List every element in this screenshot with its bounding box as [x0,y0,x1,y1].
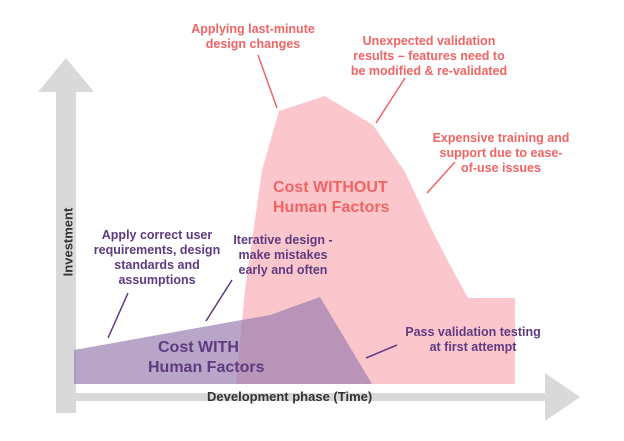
annotation-validation-results-line-2: results – features need to [353,49,505,63]
cost-with-label-line-1: Cost WITH [158,339,239,356]
annotation-validation-results: Unexpected validation results – features… [335,34,523,79]
leader-line-iterative-design [205,279,233,322]
y-axis-arrow [38,58,94,413]
cost-with-area [74,297,372,384]
annotation-design-changes-line-1: Applying last-minute [191,22,315,36]
annotation-design-changes: Applying last-minute design changes [188,22,318,52]
cost-without-label-line-2: Human Factors [273,199,390,216]
annotation-iterative-design-line-3: early and often [238,263,328,277]
cost-without-label: Cost WITHOUT Human Factors [273,178,389,218]
leader-line-design-changes [257,54,278,109]
leader-line-training [426,161,456,194]
cost-with-label-line-2: Human Factors [148,359,265,376]
annotation-validation-results-line-3: be modified & re-validated [350,64,508,78]
annotation-pass-validation: Pass validation testing at first attempt [387,325,559,355]
leader-line-user-requirements [107,292,129,339]
x-axis-label: Development phase (Time) [207,389,373,404]
annotation-user-requirements-line-4: assumptions [118,273,196,287]
annotation-user-requirements-line-3: standards and [114,258,200,272]
cost-with-label: Cost WITH Human Factors [148,338,264,378]
annotation-training-line-3: of-use issues [461,161,541,175]
annotation-pass-validation-line-2: at first attempt [429,340,517,354]
annotation-validation-results-line-1: Unexpected validation [362,34,496,48]
annotation-user-requirements: Apply correct user requirements, design … [82,228,232,288]
y-axis-label: Investment [60,207,76,277]
annotation-user-requirements-line-2: requirements, design [93,243,221,257]
cost-without-label-line-1: Cost WITHOUT [273,179,388,196]
annotation-training: Expensive training and support due to ea… [421,131,581,176]
annotation-iterative-design: Iterative design - make mistakes early a… [218,233,348,278]
leader-line-validation-results [375,77,406,124]
annotation-iterative-design-line-2: make mistakes [238,248,328,262]
annotation-design-changes-line-2: design changes [205,37,301,51]
annotation-user-requirements-line-1: Apply correct user [101,228,213,242]
annotation-training-line-1: Expensive training and [432,131,570,145]
annotation-iterative-design-line-1: Iterative design - [233,233,333,247]
annotation-training-line-2: support due to ease- [439,146,563,160]
leader-line-pass-validation [365,344,398,359]
annotation-pass-validation-line-1: Pass validation testing [405,325,541,339]
x-axis-arrow [56,373,580,421]
